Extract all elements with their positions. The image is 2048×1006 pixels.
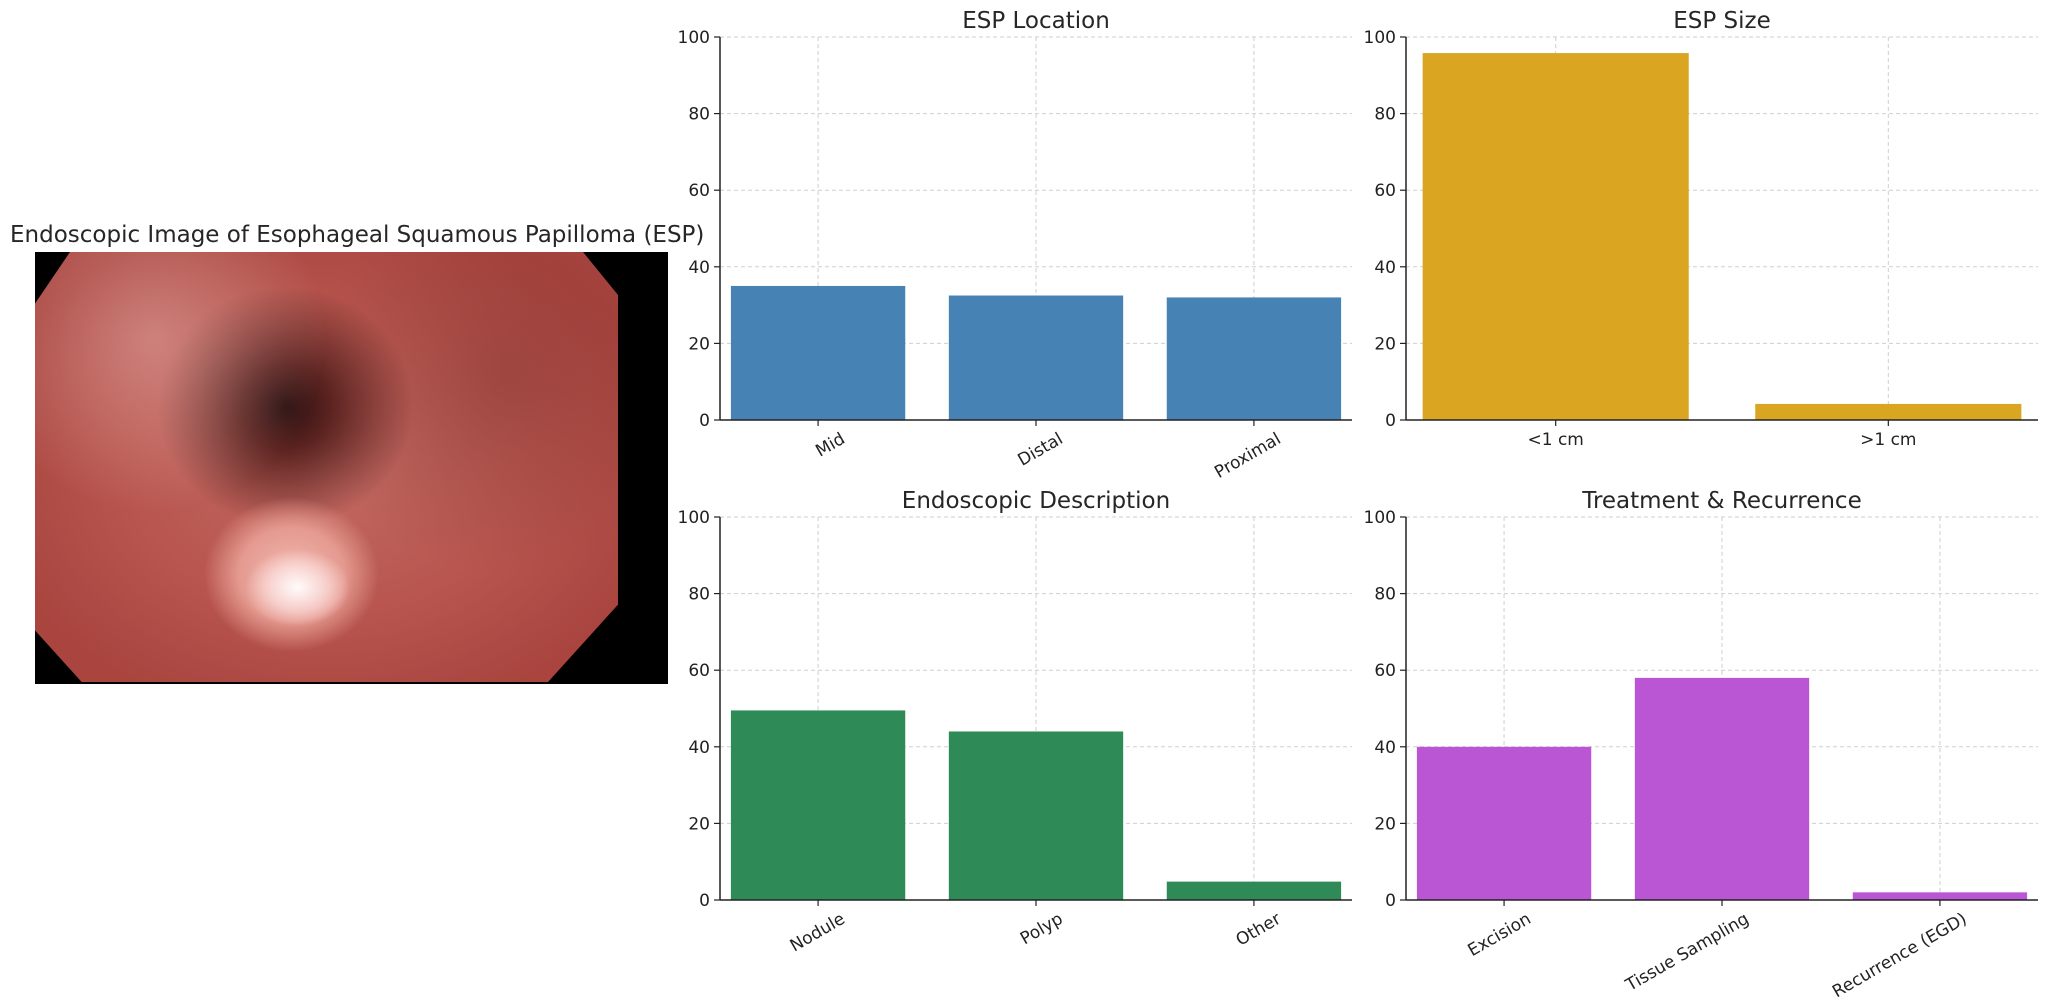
bar--1-cm [1422, 53, 1689, 420]
bar-tissue-sampling [1634, 677, 1810, 900]
y-tick-label: 40 [1374, 738, 1396, 758]
y-tick-label: 60 [688, 181, 710, 201]
x-tick-label: Recurrence (EGD) [1829, 909, 1970, 1002]
y-tick-label: 40 [688, 258, 710, 278]
y-tick-label: 100 [1364, 508, 1396, 528]
y-tick-label: 20 [1374, 814, 1396, 834]
x-tick-label: Polyp [1017, 909, 1067, 949]
y-tick-label: 100 [1364, 28, 1396, 48]
papilloma-lesion [35, 252, 618, 682]
x-tick-label: Nodule [787, 909, 849, 956]
y-tick-label: 60 [1374, 661, 1396, 681]
y-tick-label: 60 [1374, 181, 1396, 201]
x-tick-label: Tissue Sampling [1622, 909, 1753, 996]
bar-excision [1416, 746, 1592, 900]
y-tick-label: 80 [688, 585, 710, 605]
chart-3: 0 20 40 60 80 100 Excision Tissue Sampling Recur… [1364, 488, 2038, 1002]
x-tick-label: Excision [1465, 909, 1535, 961]
bar-nodule [730, 710, 906, 900]
chart-2: 0 20 40 60 80 100 Nodule Polyp Other Endoscopic D… [678, 488, 1352, 956]
bar-polyp [948, 731, 1124, 900]
chart-title: Endoscopic Description [902, 488, 1170, 514]
endoscopic-image [35, 252, 668, 684]
bar-distal [948, 295, 1124, 420]
y-tick-label: 0 [1385, 891, 1396, 911]
x-tick-label: >1 cm [1860, 430, 1916, 450]
y-tick-label: 20 [1374, 334, 1396, 354]
y-tick-label: 20 [688, 334, 710, 354]
y-tick-label: 40 [688, 738, 710, 758]
chart-1: 0 20 40 60 80 100 <1 cm >1 cm ESP Size [1364, 8, 2038, 450]
bar-mid [730, 285, 906, 420]
x-tick-label: Proximal [1211, 429, 1284, 483]
x-tick-label: <1 cm [1527, 430, 1583, 450]
chart-title: ESP Location [962, 8, 1110, 34]
bar-other [1166, 881, 1342, 900]
bar-proximal [1166, 297, 1342, 420]
x-tick-label: Distal [1015, 429, 1067, 471]
y-tick-label: 80 [688, 105, 710, 125]
y-tick-label: 0 [1385, 411, 1396, 431]
y-tick-label: 80 [1374, 585, 1396, 605]
y-tick-label: 60 [688, 661, 710, 681]
x-tick-label: Other [1233, 909, 1285, 950]
y-tick-label: 100 [678, 28, 710, 48]
bar--1-cm [1755, 403, 2022, 420]
y-tick-label: 80 [1374, 105, 1396, 125]
chart-0: 0 20 40 60 80 100 Mid Distal Proximal ESP Locatio… [678, 8, 1352, 483]
y-tick-label: 40 [1374, 258, 1396, 278]
y-tick-label: 20 [688, 814, 710, 834]
bar-recurrence-egd- [1852, 892, 2028, 900]
x-tick-label: Mid [812, 429, 848, 461]
y-tick-label: 0 [699, 411, 710, 431]
chart-title: ESP Size [1673, 8, 1771, 34]
image-title: Endoscopic Image of Esophageal Squamous … [10, 222, 705, 248]
chart-title: Treatment & Recurrence [1581, 488, 1861, 514]
y-tick-label: 100 [678, 508, 710, 528]
y-tick-label: 0 [699, 891, 710, 911]
